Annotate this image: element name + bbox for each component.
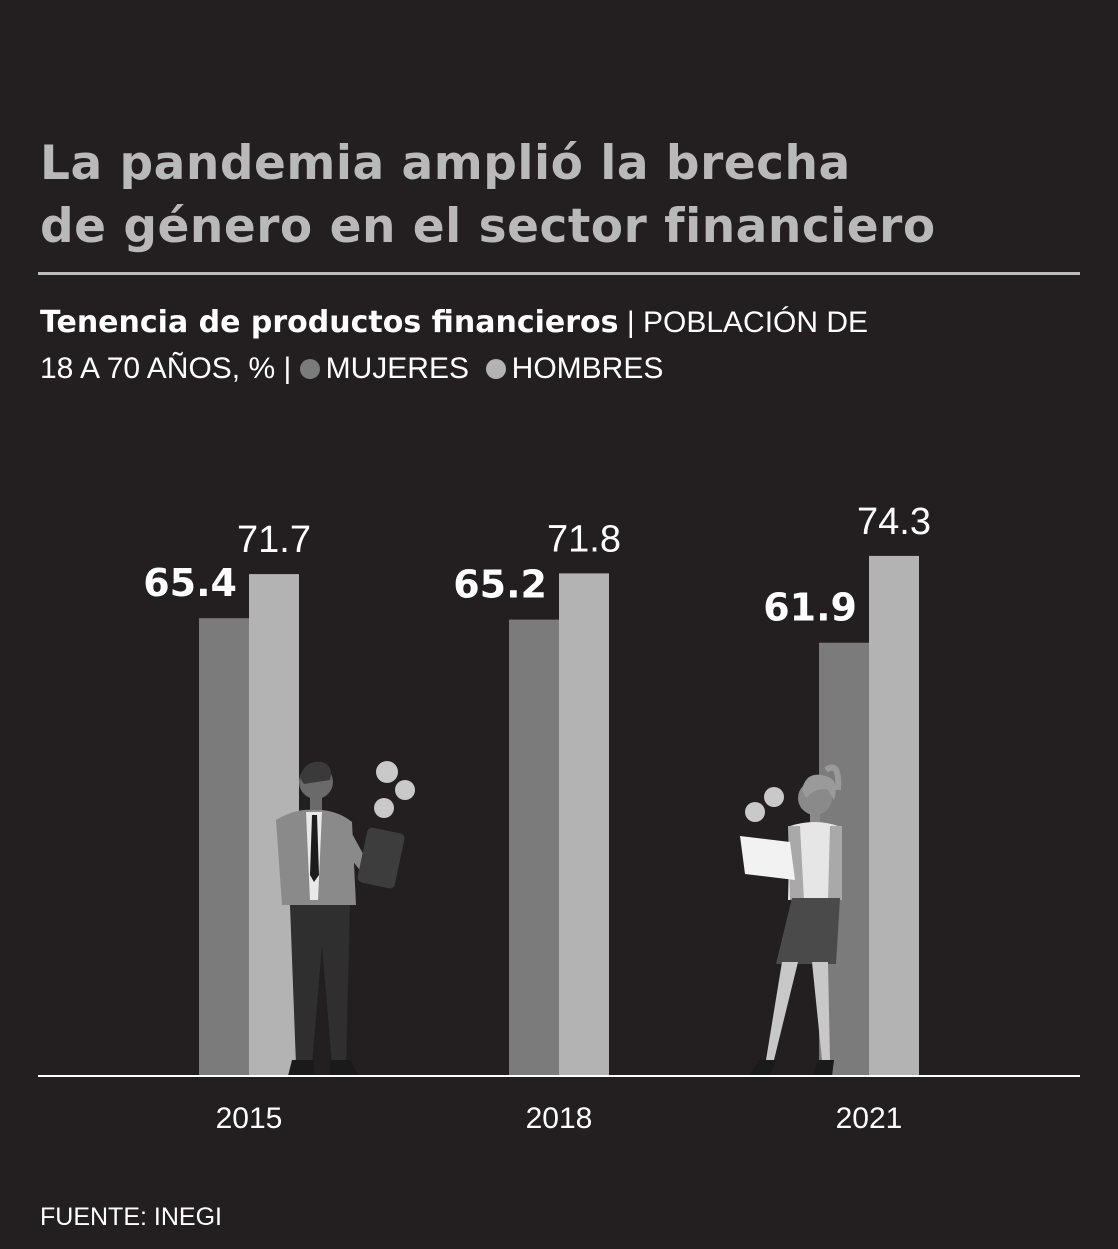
legend-hombres-label: HOMBRES <box>511 352 664 385</box>
x-tick-label-2015: 2015 <box>216 1102 283 1135</box>
title-line-2: de género en el sector financiero <box>40 199 936 254</box>
x-tick-label-2018: 2018 <box>526 1102 593 1135</box>
coin-icon <box>395 780 415 800</box>
x-tick-label-2021: 2021 <box>836 1102 903 1135</box>
data-label-hombres-2015: 71.7 <box>237 519 311 561</box>
title-line-1: La pandemia amplió la brecha <box>40 136 851 191</box>
chart-subtitle: Tenencia de productos financieros | POBL… <box>40 300 1090 392</box>
subtitle-bold: Tenencia de productos financieros <box>40 305 619 340</box>
chart-title: La pandemia amplió la brecha de género e… <box>40 132 1080 258</box>
legend: 18 A 70 AÑOS, % | MUJERES HOMBRES <box>40 346 1090 392</box>
legend-hombres-swatch <box>485 359 506 379</box>
bar-hombres-2021 <box>869 555 919 1076</box>
subtitle-age-range: 18 A 70 AÑOS, % <box>40 352 276 385</box>
coin-icon <box>376 761 398 783</box>
coin-icons-left <box>374 761 415 818</box>
data-label-mujeres-2021: 61.9 <box>763 586 857 630</box>
title-divider <box>38 272 1080 275</box>
businesswoman-illustration <box>740 764 842 1076</box>
coin-icons-right <box>745 787 784 822</box>
data-label-hombres-2021: 74.3 <box>857 501 931 543</box>
data-label-mujeres-2018: 65.2 <box>453 563 547 607</box>
coin-icon <box>745 802 765 822</box>
subtitle-separator: | <box>618 306 643 339</box>
data-label-hombres-2018: 71.8 <box>547 518 621 560</box>
subtitle-population: POBLACIÓN DE <box>643 306 869 339</box>
legend-mujeres-swatch <box>299 359 320 379</box>
coin-icon <box>764 787 784 807</box>
legend-mujeres-label: MUJERES <box>325 352 469 385</box>
bar-hombres-2018 <box>559 573 609 1076</box>
source-note: FUENTE: INEGI <box>40 1203 222 1231</box>
data-label-mujeres-2015: 65.4 <box>143 561 237 605</box>
bar-mujeres-2015 <box>199 618 249 1076</box>
bar-mujeres-2018 <box>509 619 559 1076</box>
legend-separator: | <box>275 352 300 385</box>
labels-layer: 65.471.7 2015 65.271.8 2018 61.9 74.3 2021 <box>143 501 931 1135</box>
coin-icon <box>374 798 394 818</box>
businessman-illustration <box>276 761 405 1076</box>
